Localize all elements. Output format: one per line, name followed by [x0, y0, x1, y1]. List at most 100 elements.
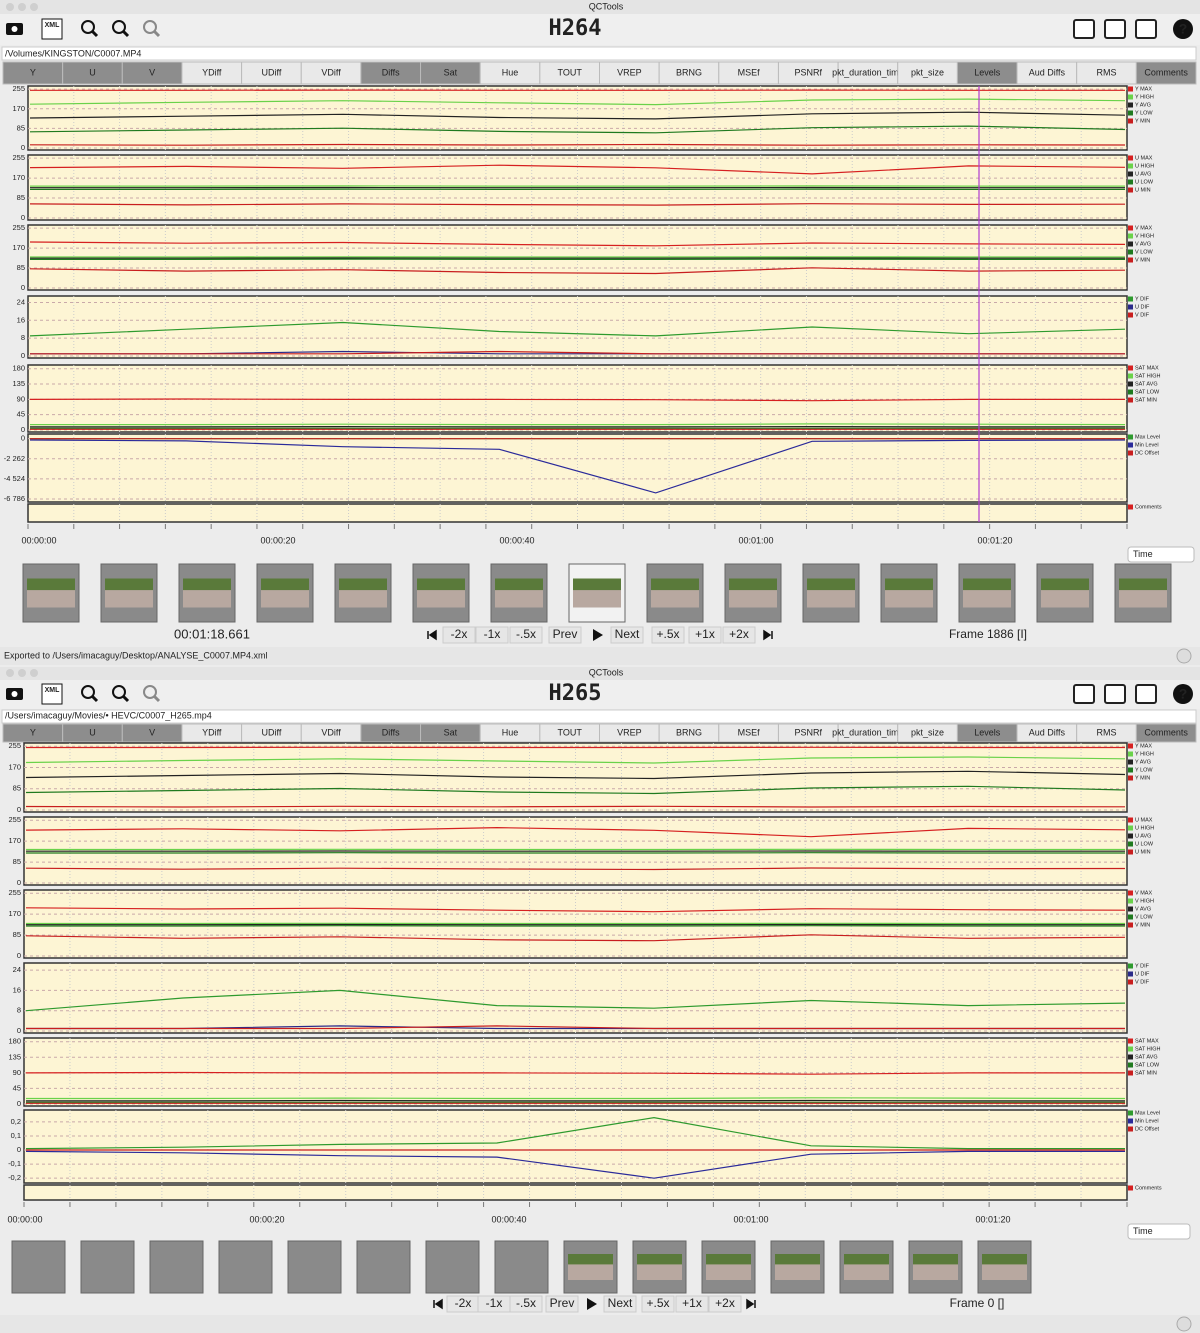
window-button[interactable]: [18, 669, 26, 677]
legend-label: SAT AVG: [1135, 381, 1158, 387]
zoom-icon[interactable]: [112, 685, 126, 699]
control-button[interactable]: [603, 1295, 637, 1313]
thumbnail-frame[interactable]: [356, 1240, 411, 1294]
thumbnail-foliage: [1119, 578, 1167, 591]
legend-label: SAT AVG: [1135, 1054, 1158, 1060]
tab-label: Hue: [502, 67, 519, 77]
thumbnail-frame[interactable]: [149, 1240, 204, 1294]
view-icon[interactable]: [1135, 19, 1157, 39]
legend-swatch: [1128, 833, 1133, 839]
time-mode-select[interactable]: [1127, 1223, 1191, 1240]
y-tick-label: -0,2: [8, 1173, 21, 1182]
trace: [26, 1097, 1126, 1100]
control-button[interactable]: [545, 1295, 579, 1313]
view-icon[interactable]: [1104, 19, 1126, 39]
step-button[interactable]: [763, 629, 773, 641]
view-icon[interactable]: [1073, 684, 1095, 704]
thumbnail-frame[interactable]: [425, 1240, 480, 1294]
play-button[interactable]: [587, 1298, 597, 1310]
control-button[interactable]: [722, 626, 756, 644]
tab-label: pkt_size: [911, 727, 944, 737]
control-button[interactable]: [708, 1295, 742, 1313]
legend-swatch: [1128, 257, 1133, 263]
trace: [25, 907, 1126, 913]
trace: [25, 934, 1126, 942]
legend-label: SAT HIGH: [1135, 373, 1160, 379]
control-label: +2x: [715, 1296, 735, 1310]
view-icon[interactable]: [1073, 19, 1095, 39]
xml-icon[interactable]: [41, 683, 63, 705]
y-tick-label: -0,1: [8, 1159, 21, 1168]
step-button[interactable]: [746, 1298, 756, 1310]
view-icon[interactable]: [1135, 684, 1157, 704]
tab[interactable]: [1135, 61, 1197, 85]
legend-swatch: [1128, 1118, 1133, 1124]
control-button[interactable]: [641, 1295, 675, 1313]
legend-swatch: [1128, 1070, 1133, 1076]
step-button[interactable]: [427, 629, 437, 641]
window-button[interactable]: [30, 669, 38, 677]
trace: [25, 785, 1126, 795]
zoom-icon[interactable]: [81, 20, 95, 34]
thumbnail-frame[interactable]: [218, 1240, 273, 1294]
time-mode: Time: [1133, 1226, 1153, 1236]
time-mode-select[interactable]: [1127, 546, 1195, 563]
control-button[interactable]: [475, 626, 509, 644]
y-tick-label: 0: [21, 143, 25, 152]
help-icon[interactable]: [1173, 684, 1193, 704]
window-button[interactable]: [6, 669, 14, 677]
y-tick-label: 85: [13, 930, 21, 939]
zoom-icon[interactable]: [81, 685, 95, 699]
thumbnail-frame[interactable]: [287, 1240, 342, 1294]
legend-label: U MIN: [1135, 187, 1151, 193]
control-button[interactable]: [688, 626, 722, 644]
legend-swatch: [1128, 751, 1133, 757]
window-button[interactable]: [30, 3, 38, 11]
legend-swatch: [1128, 102, 1133, 108]
thumbnail-frame[interactable]: [80, 1240, 135, 1294]
xml-icon[interactable]: [41, 18, 63, 40]
legend-swatch: [1128, 825, 1133, 831]
control-button[interactable]: [509, 1295, 543, 1313]
thumbnail-foliage: [183, 578, 231, 591]
tab-label: YDiff: [202, 727, 222, 737]
thumbnail-frame[interactable]: [494, 1240, 549, 1294]
y-tick-label: 90: [13, 1068, 21, 1077]
control-button[interactable]: [509, 626, 543, 644]
control-button[interactable]: [651, 626, 685, 644]
y-tick-label: 8: [21, 333, 25, 342]
time-mode: Time: [1133, 549, 1153, 559]
legend-swatch: [1128, 249, 1133, 255]
control-button[interactable]: [610, 626, 644, 644]
tab-label: MSEf: [738, 67, 761, 77]
zoom-icon[interactable]: [143, 20, 157, 34]
help-icon[interactable]: [1173, 19, 1193, 39]
window-button[interactable]: [18, 3, 26, 11]
status-text: Exported to /Users/imacaguy/Desktop/ANAL…: [4, 650, 267, 660]
legend-swatch: [1128, 849, 1133, 855]
trace: [29, 203, 1126, 206]
legend-label: V LOW: [1135, 914, 1154, 920]
window-button[interactable]: [6, 3, 14, 11]
file-path-box[interactable]: [1, 709, 1197, 724]
file-path-box[interactable]: [1, 46, 1197, 61]
tab[interactable]: [1135, 723, 1197, 743]
legend-label: SAT MIN: [1135, 397, 1157, 403]
control-button[interactable]: [442, 626, 476, 644]
thumbnail-frame[interactable]: [11, 1240, 66, 1294]
view-icon[interactable]: [1104, 684, 1126, 704]
zoom-icon[interactable]: [112, 20, 126, 34]
legend-swatch: [1128, 296, 1133, 302]
control-button[interactable]: [675, 1295, 709, 1313]
tab-label: Aud Diffs: [1029, 727, 1066, 737]
tab-label: Aud Diffs: [1029, 67, 1066, 77]
y-tick-label: 0: [17, 1145, 21, 1154]
legend-swatch: [1128, 389, 1133, 395]
zoom-icon[interactable]: [143, 685, 157, 699]
status-indicator: [1176, 648, 1192, 664]
play-button[interactable]: [593, 629, 603, 641]
step-button[interactable]: [433, 1298, 443, 1310]
control-button[interactable]: [548, 626, 582, 644]
legend-label: SAT LOW: [1135, 1062, 1160, 1068]
tab-label: Comments: [1144, 727, 1188, 737]
